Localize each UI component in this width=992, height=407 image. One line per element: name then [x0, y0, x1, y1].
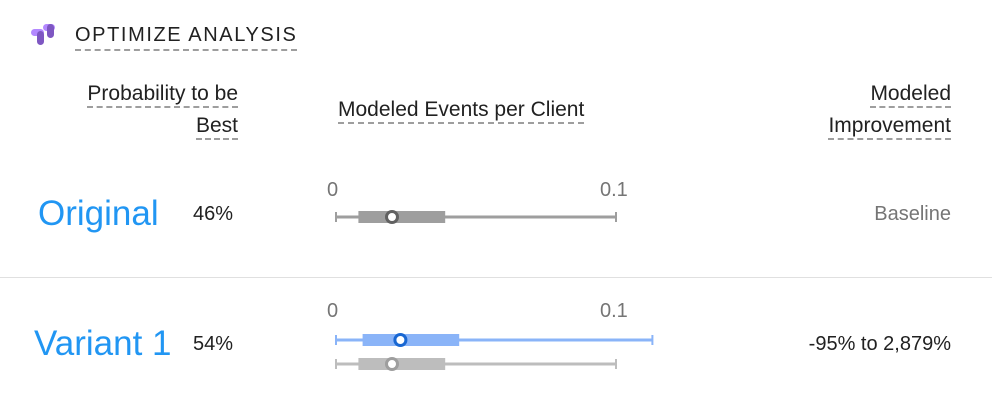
- axis-tick-label-min: 0: [327, 179, 339, 201]
- range-interquartile-box: [358, 358, 446, 370]
- axis-tick-label-max: 0.1: [600, 179, 628, 201]
- row-divider: [0, 277, 992, 278]
- range-interval-variant-1-baseline: [335, 357, 617, 371]
- optimize-logo-icon: [31, 24, 55, 45]
- improvement-value-variant-1: -95% to 2,879%: [808, 333, 951, 355]
- range-median-marker: [385, 357, 399, 371]
- axis-tick-label-min-variant: 0: [327, 300, 339, 322]
- probability-value-variant-1: 54%: [193, 333, 234, 355]
- axis-tick-label-max-variant: 0.1: [600, 300, 628, 322]
- events-header-label: Modeled Events per Client: [338, 98, 585, 124]
- events-column-header[interactable]: Modeled Events per Client: [338, 94, 585, 126]
- probability-header-line1: Probability to be: [87, 82, 238, 108]
- range-interval-original: [335, 210, 617, 224]
- range-interquartile-box: [362, 334, 460, 346]
- variant-name-original: Original: [38, 194, 159, 233]
- probability-value-original: 46%: [193, 203, 234, 225]
- probability-column-header[interactable]: Probability to be Best: [0, 78, 238, 142]
- range-interval-variant-1: [335, 333, 654, 347]
- variant-name-variant-1: Variant 1: [34, 324, 172, 363]
- range-interquartile-box: [358, 211, 446, 223]
- improvement-value-original: Baseline: [874, 203, 951, 225]
- range-median-marker: [385, 210, 399, 224]
- probability-header-line2: Best: [195, 114, 238, 140]
- improvement-header-line2: Improvement: [828, 114, 951, 140]
- page-title: OPTIMIZE ANALYSIS: [75, 22, 298, 51]
- range-median-marker: [393, 333, 408, 347]
- improvement-header-line1: Modeled: [870, 82, 951, 108]
- improvement-column-header[interactable]: Modeled Improvement: [700, 78, 951, 142]
